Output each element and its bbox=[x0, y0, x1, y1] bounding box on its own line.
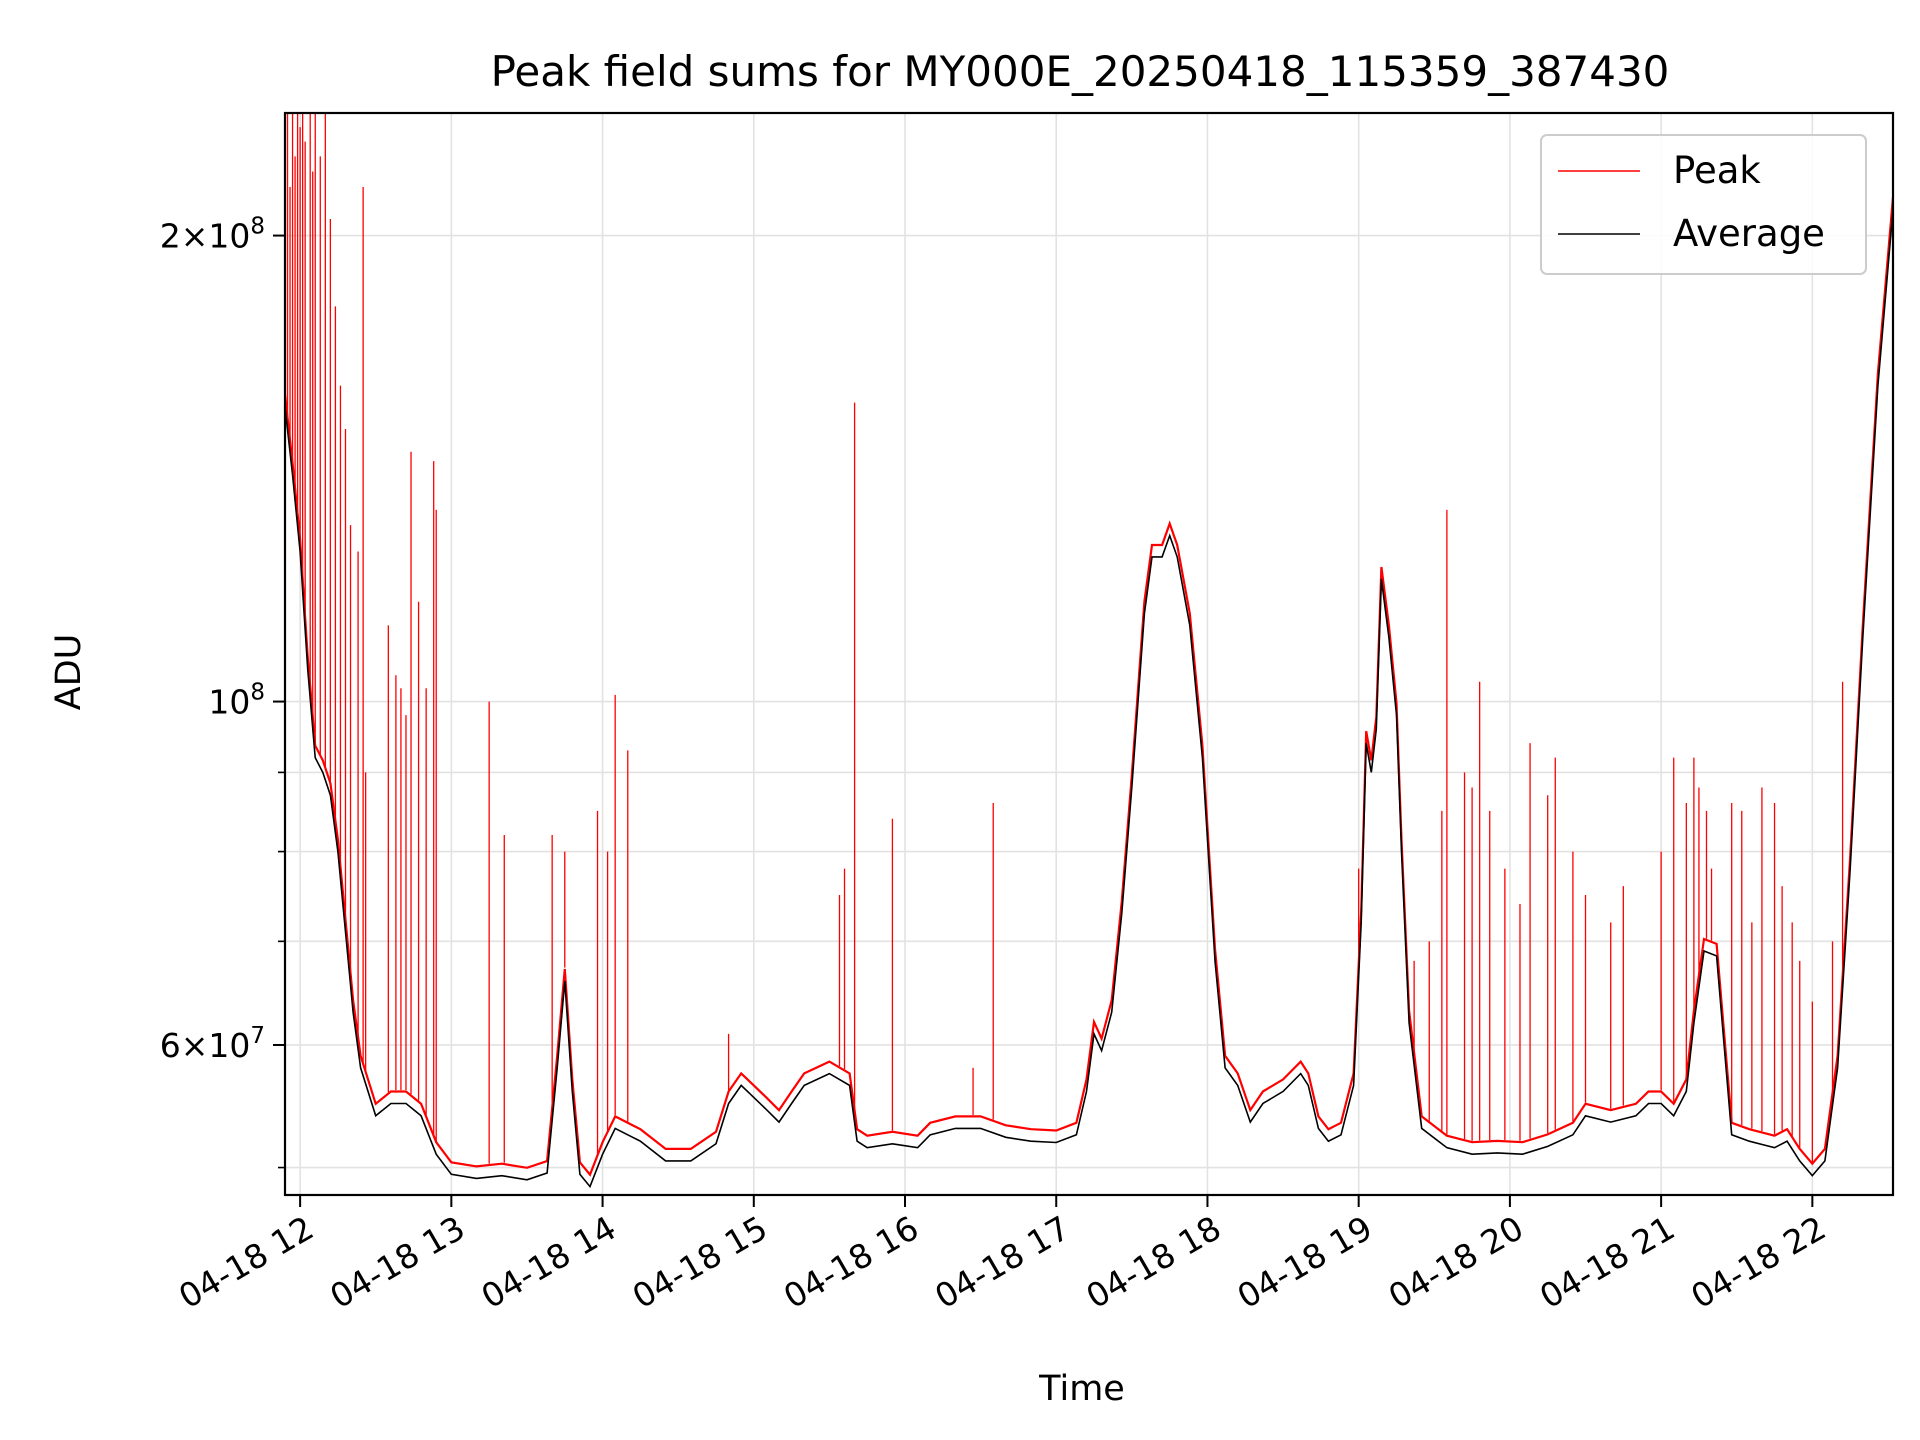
y-axis-label: ADU bbox=[49, 634, 89, 711]
peak-series-line bbox=[285, 197, 1893, 1177]
plot-frame bbox=[283, 111, 1895, 1197]
average-series-line bbox=[285, 209, 1893, 1189]
series-layer bbox=[285, 113, 1893, 1189]
legend-label-average: Average bbox=[1673, 212, 1825, 255]
y-tick-label: 6×107 bbox=[160, 1023, 265, 1065]
series-group bbox=[285, 113, 1893, 1189]
legend-label-peak: Peak bbox=[1673, 149, 1761, 192]
y-tick-label: 2×108 bbox=[160, 214, 265, 256]
legend-box bbox=[1540, 134, 1867, 275]
y-tick-label: 108 bbox=[208, 680, 265, 722]
chart-title: Peak field sums for MY000E_20250418_1153… bbox=[491, 47, 1670, 96]
legend: Peak Average bbox=[1540, 134, 1867, 275]
x-axis-label: Time bbox=[1038, 1369, 1125, 1409]
